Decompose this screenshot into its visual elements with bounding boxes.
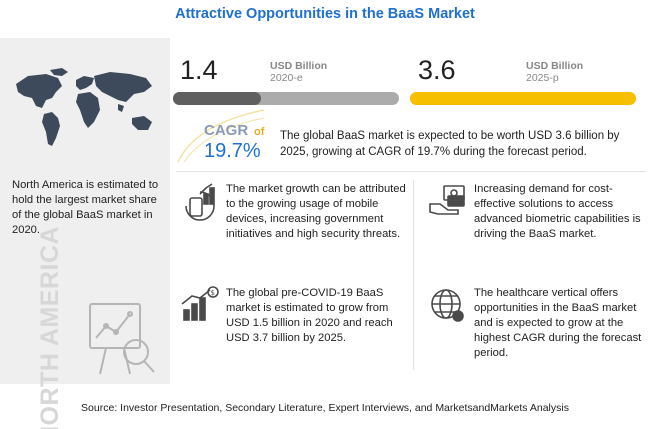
svg-text:$: $ — [211, 289, 215, 297]
bar-2025-track — [410, 92, 636, 105]
bar-2025-fill — [410, 92, 636, 105]
bar-2020-track — [173, 92, 399, 105]
analytics-magnifier-icon — [89, 303, 155, 375]
region-insight-text: North America is estimated to hold the l… — [12, 179, 159, 236]
year-2025: 2025-p — [526, 72, 559, 84]
unit-2025: USD Billion — [526, 60, 584, 72]
insight-biometric-demand: Increasing demand for cost-effective sol… — [474, 183, 641, 240]
insight-mobile-growth: The market growth can be attributed to t… — [226, 183, 406, 240]
cagr-value: 19.7% — [204, 140, 261, 162]
year-2020: 2020-e — [270, 72, 303, 84]
cagr-description: The global BaaS market is expected to be… — [280, 130, 620, 158]
unit-2020: USD Billion — [270, 60, 328, 72]
growth-chart-dollar-icon: $ — [181, 286, 219, 321]
insight-healthcare-vertical: The healthcare vertical offers opportuni… — [474, 287, 642, 359]
page-title: Attractive Opportunities in the BaaS Mar… — [175, 6, 475, 22]
source-note: Source: Investor Presentation, Secondary… — [81, 402, 569, 414]
value-2020: 1.4 — [180, 55, 218, 85]
cagr-label: CAGR — [204, 122, 249, 139]
biometric-payment-icon — [429, 185, 465, 215]
value-2025: 3.6 — [418, 55, 456, 85]
decorative-swoosh-icon — [177, 109, 265, 163]
bar-2020-fill — [173, 92, 261, 105]
cagr-of: of — [254, 126, 265, 138]
vertical-divider — [413, 180, 414, 370]
world-map-icon — [16, 68, 152, 146]
region-label: NORTH AMERICA — [36, 225, 64, 429]
globe-healthcare-icon — [431, 289, 464, 322]
left-panel: North America is estimated to hold the l… — [0, 38, 170, 429]
mobile-growth-icon — [185, 183, 215, 221]
insight-pre-covid-growth: The global pre-COVID-19 BaaS market is e… — [226, 287, 393, 344]
horizontal-divider — [176, 171, 646, 172]
